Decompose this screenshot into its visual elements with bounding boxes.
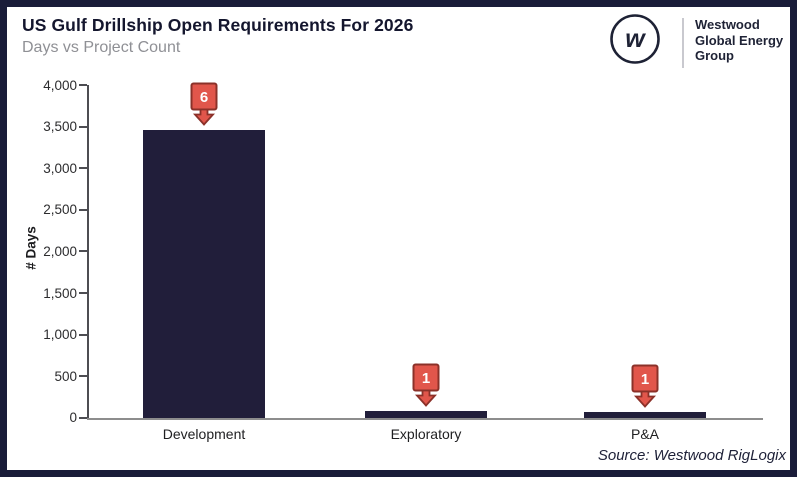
source-note: Source: Westwood RigLogix <box>597 447 786 464</box>
x-axis-label: Development <box>162 426 246 442</box>
project-count-tag-icon: 6 <box>190 82 218 126</box>
logo-wordmark: Westwood Global Energy Group <box>695 17 783 64</box>
project-count-value: 1 <box>641 371 649 388</box>
project-count-value: 6 <box>200 89 208 106</box>
y-tick-mark <box>79 125 87 128</box>
y-tick-mark <box>79 333 87 336</box>
project-count-value: 1 <box>422 370 430 387</box>
x-axis-label: Exploratory <box>390 426 462 442</box>
y-tick-label: 4,000 <box>43 77 77 93</box>
westwood-logo-mark-icon: w <box>610 14 660 64</box>
y-tick-label: 1,000 <box>43 327 77 343</box>
y-tick-mark <box>79 84 87 86</box>
bar-chart: # Days 4,000 3,500 3,000 2,500 2,000 1,5… <box>7 7 790 470</box>
y-tick-label: 2,000 <box>43 243 77 259</box>
y-tick-label: 2,500 <box>43 202 77 218</box>
y-tick-label: 1,500 <box>43 285 77 301</box>
logo-line-3: Group <box>695 48 734 63</box>
bar-pa[interactable] <box>584 412 706 418</box>
y-tick-mark <box>79 250 87 253</box>
bar-exploratory[interactable] <box>365 411 487 418</box>
y-tick-label: 3,500 <box>43 119 77 135</box>
bar-development[interactable] <box>143 130 265 418</box>
y-tick: 1,000 <box>7 326 87 344</box>
logo-w-glyph: w <box>625 25 646 53</box>
y-tick-label: 3,000 <box>43 160 77 176</box>
y-tick: 4,000 <box>7 76 87 94</box>
y-tick-mark <box>79 416 87 419</box>
y-axis-line <box>87 85 89 420</box>
y-tick-mark <box>79 208 87 211</box>
logo-line-1: Westwood <box>695 17 760 32</box>
y-tick-label: 0 <box>69 410 77 426</box>
y-tick: 3,500 <box>7 118 87 136</box>
y-tick: 3,000 <box>7 159 87 177</box>
y-tick-mark <box>79 167 87 170</box>
project-count-tag-icon: 1 <box>631 364 659 408</box>
project-count-tag-icon: 1 <box>412 363 440 407</box>
y-tick: 2,000 <box>7 242 87 260</box>
y-tick-mark <box>79 375 87 378</box>
westwood-logo: w Westwood Global Energy Group <box>607 12 787 74</box>
y-tick: 1,500 <box>7 284 87 302</box>
logo-line-2: Global Energy <box>695 32 784 48</box>
page-title: US Gulf Drillship Open Requirements For … <box>22 15 414 35</box>
chart-subtitle: Days vs Project Count <box>22 39 181 56</box>
y-tick: 2,500 <box>7 201 87 219</box>
y-tick: 500 <box>7 367 87 385</box>
x-axis-label: P&A <box>630 426 659 442</box>
y-tick-mark <box>79 292 87 295</box>
y-tick-label: 500 <box>54 368 77 384</box>
logo-divider <box>682 18 684 68</box>
y-tick: 0 <box>7 409 87 427</box>
x-axis-line <box>87 418 763 420</box>
